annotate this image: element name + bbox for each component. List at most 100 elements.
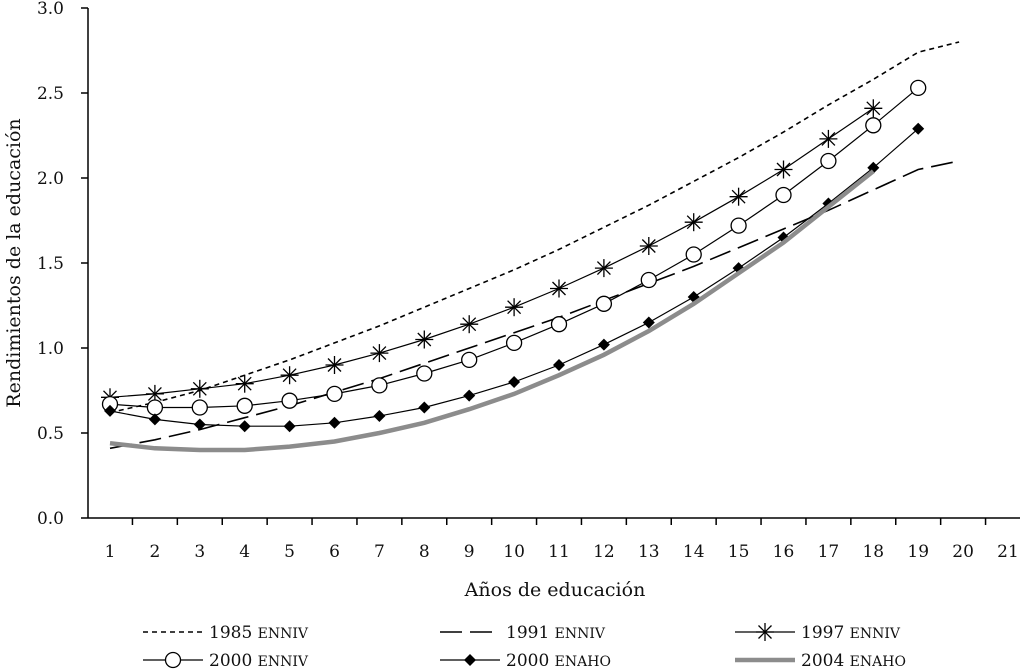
diamond-marker <box>418 401 431 414</box>
legend-label: 1985 ENNIV <box>209 623 309 643</box>
legend-label-source: ENNIV <box>258 654 309 670</box>
x-tick-label: 10 <box>503 542 525 562</box>
circle-marker <box>820 152 837 170</box>
asterisk-marker <box>190 379 209 398</box>
x-tick-label: 18 <box>862 542 884 562</box>
asterisk-stroke <box>866 101 881 116</box>
axes <box>81 7 1020 525</box>
asterisk-stroke <box>776 162 791 177</box>
circle-marker <box>371 377 388 394</box>
x-tick-label: 3 <box>194 542 205 562</box>
diamond-marker <box>553 359 565 371</box>
y-tick-label: 0.5 <box>37 424 64 444</box>
tick-labels: 0.00.51.01.52.02.53.01 2 3 4 5 6 7 8 9 10 11 12 13 14… <box>37 0 1019 562</box>
asterisk-marker <box>415 330 434 349</box>
asterisk-stroke <box>417 332 432 347</box>
circle-marker <box>146 399 164 416</box>
diamond-marker <box>104 404 116 417</box>
y-tick-label: 0.0 <box>37 509 64 529</box>
asterisk-stroke <box>758 625 772 639</box>
asterisk-stroke <box>507 300 522 315</box>
y-tick-label: 3.0 <box>37 0 64 19</box>
asterisk-marker <box>639 237 658 255</box>
x-tick-label: 9 <box>464 542 475 562</box>
x-tick-label: 13 <box>638 542 660 562</box>
circle-marker <box>865 117 882 134</box>
y-tick-label: 2.5 <box>37 84 64 104</box>
series-line <box>109 107 874 398</box>
asterisk-marker <box>594 259 613 278</box>
series-line <box>109 41 960 414</box>
asterisk-stroke <box>237 376 252 391</box>
asterisk-marker <box>774 160 793 179</box>
asterisk-marker <box>819 129 838 148</box>
diamond-marker <box>642 316 655 329</box>
circle-marker <box>595 295 613 312</box>
asterisk-marker <box>505 298 524 317</box>
asterisk-marker <box>460 315 479 334</box>
series-line <box>109 87 919 409</box>
y-tick-label: 1.5 <box>37 254 64 274</box>
x-tick-label: 4 <box>239 542 250 562</box>
x-tick-label: 12 <box>593 542 615 562</box>
diamond-marker <box>373 410 386 422</box>
x-tick-label: 14 <box>683 542 705 562</box>
circle-marker <box>550 316 568 333</box>
circle-marker <box>281 392 298 409</box>
x-tick-label: 17 <box>818 542 840 562</box>
series-line <box>109 169 875 453</box>
x-axis-title: Años de educación <box>464 579 646 601</box>
x-tick-label: 8 <box>419 542 430 562</box>
legend-item: 2000 ENNIV <box>143 651 309 670</box>
x-tick-label: 6 <box>329 542 340 562</box>
asterisk-stroke <box>327 358 342 372</box>
x-tick-label: 16 <box>773 542 795 562</box>
asterisk-stroke <box>686 215 701 230</box>
legend-label: 2000 ENAHO <box>506 651 611 670</box>
series-1997-enniv <box>101 99 883 407</box>
series-2000-enniv <box>101 79 927 416</box>
legend-label-source: ENNIV <box>258 626 309 642</box>
circle-marker <box>416 365 433 382</box>
asterisk-stroke <box>552 281 566 296</box>
legend-label-source: ENNIV <box>850 626 901 642</box>
asterisk-marker <box>370 344 389 363</box>
asterisk-stroke <box>192 381 207 396</box>
x-tick-label: 19 <box>907 542 929 562</box>
legend-label-source: ENAHO <box>555 654 611 670</box>
circle-marker <box>685 246 702 263</box>
legend: 1985 ENNIV 1991 ENNIV 1997 ENNIV 2000 ENNIV… <box>143 623 906 670</box>
legend-label: 2000 ENNIV <box>209 651 309 670</box>
circle-marker <box>164 651 182 669</box>
asterisk-stroke <box>641 239 656 253</box>
diamond-marker <box>508 376 521 388</box>
y-tick-label: 2.0 <box>37 169 64 189</box>
circle-marker <box>326 385 343 403</box>
asterisk-marker <box>145 384 164 403</box>
asterisk-marker <box>684 213 703 232</box>
legend-label-source: ENNIV <box>555 626 606 642</box>
circle-marker <box>910 79 927 97</box>
diamond-marker <box>912 122 925 135</box>
series-2004-enaho <box>109 169 875 453</box>
legend-item: 1985 ENNIV <box>143 623 309 643</box>
asterisk-stroke <box>731 189 746 204</box>
x-tick-label: 2 <box>149 542 160 562</box>
asterisk-stroke <box>372 346 387 361</box>
legend-label: 2004 ENAHO <box>801 651 906 670</box>
series-1985-enniv <box>109 41 960 414</box>
diamond-marker <box>597 338 610 351</box>
diamond-marker <box>463 389 476 402</box>
legend-item: 1991 ENNIV <box>440 623 606 643</box>
asterisk-stroke <box>596 261 611 276</box>
asterisk-stroke <box>147 386 162 401</box>
x-tick-label: 11 <box>548 542 570 562</box>
diamond-marker <box>283 420 296 433</box>
circle-marker <box>191 399 208 416</box>
legend-label: 1997 ENNIV <box>801 623 901 643</box>
legend-item: 2004 ENAHO <box>735 651 906 670</box>
asterisk-stroke <box>462 317 477 332</box>
circle-marker <box>640 271 657 289</box>
asterisk-marker <box>729 187 748 206</box>
